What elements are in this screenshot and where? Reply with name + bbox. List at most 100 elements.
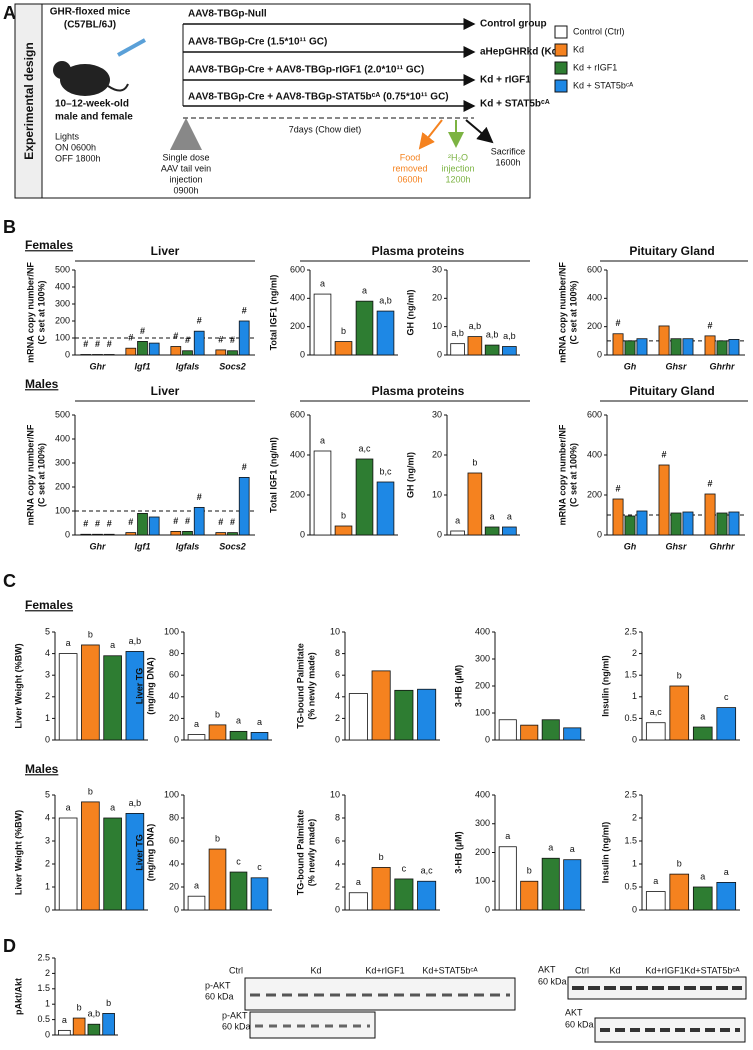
bar	[170, 346, 182, 356]
y-axis-label: GH (ng/ml)	[405, 452, 415, 498]
bar	[670, 512, 682, 536]
design-panel: Experimental design GHR-floxed mice (C57…	[14, 3, 561, 199]
bar	[58, 653, 78, 741]
y-tick-label: 60	[169, 835, 179, 845]
side-label: Experimental design	[22, 42, 36, 159]
bar	[187, 895, 206, 911]
bar	[137, 513, 148, 536]
bar	[215, 349, 227, 356]
annotation: b	[472, 457, 477, 467]
mouse-icon	[53, 61, 71, 79]
y-tick-label: 0	[335, 734, 340, 744]
y-tick-label: 0	[45, 1029, 50, 1039]
bar	[376, 481, 395, 536]
y-tick-label: 6	[335, 835, 340, 845]
x-tick-label: Igfals	[176, 361, 200, 371]
bar	[371, 867, 391, 911]
y-tick-label: 4	[335, 858, 340, 868]
y-tick-label: 300	[475, 653, 490, 663]
x-tick-label: Igfals	[176, 541, 200, 551]
y-tick-label: 100	[475, 876, 490, 886]
y-tick-label: 2.5	[37, 952, 50, 962]
annotation: a	[320, 278, 325, 288]
annotation: b,c	[379, 466, 392, 476]
annotation: a,b	[379, 295, 392, 305]
y-axis-label: Insulin (ng/ml)	[600, 822, 610, 884]
annotation: #	[83, 339, 88, 349]
y-tick-label: 1.5	[624, 670, 637, 680]
annotation: b	[527, 866, 532, 876]
y-tick-label: 2	[335, 881, 340, 891]
annotation: b	[677, 670, 682, 680]
blot-label: AKT	[538, 964, 556, 974]
bar	[58, 817, 78, 911]
food-label: Food	[400, 152, 421, 162]
annotation: #	[95, 519, 100, 529]
group-header: Plasma proteins	[372, 384, 465, 398]
annotation: #	[173, 516, 178, 526]
annotation: #	[242, 305, 247, 315]
annotation: c	[402, 863, 407, 873]
y-tick-label: 0.5	[624, 713, 637, 723]
y-tick-label: 2	[45, 968, 50, 978]
y-axis-label: (C set at 100%)	[568, 443, 578, 507]
annotation: a	[194, 881, 199, 891]
y-axis-label: pAkt/Akt	[13, 978, 23, 1015]
y-tick-label: 10	[432, 489, 442, 499]
bar	[103, 354, 115, 356]
legend-label: Control (Ctrl)	[573, 26, 625, 36]
y-tick-label: 20	[432, 449, 442, 459]
y-tick-label: 1.5	[37, 983, 50, 993]
y-tick-label: 300	[55, 457, 70, 467]
annotation: a	[570, 844, 575, 854]
annotation: #	[218, 334, 223, 344]
y-axis-label: mRNA copy number/NF	[557, 262, 567, 363]
y-axis-label: TG-bound Palmitate	[295, 810, 305, 896]
x-tick-label: Igf1	[134, 361, 150, 371]
outcome: Control group	[480, 19, 547, 30]
mouse-icon	[107, 83, 129, 92]
bar	[417, 688, 437, 741]
treatment: AAV8-TBGp-Null	[188, 9, 267, 20]
annotation: #	[128, 517, 133, 527]
lights-label: OFF 1800h	[55, 153, 101, 163]
annotation: a	[362, 286, 367, 296]
row-label: Females	[25, 238, 73, 252]
bar	[187, 734, 206, 741]
y-tick-label: 0	[437, 349, 442, 359]
bar	[692, 886, 713, 911]
annotation: b	[677, 858, 682, 868]
y-tick-label: 4	[45, 812, 50, 822]
bar	[334, 341, 353, 356]
annotation: a,b	[469, 321, 482, 331]
bar	[658, 464, 670, 536]
y-tick-label: 3	[45, 835, 50, 845]
y-tick-label: 200	[587, 321, 602, 331]
legend-label: Kd + rIGF1	[573, 62, 617, 72]
annotation: a,c	[358, 443, 371, 453]
bar	[137, 340, 148, 356]
y-tick-label: 4	[45, 648, 50, 658]
y-tick-label: 20	[169, 713, 179, 723]
y-tick-label: 80	[169, 648, 179, 658]
y-tick-label: 400	[55, 433, 70, 443]
y-tick-label: 0	[300, 349, 305, 359]
arrow	[418, 119, 443, 150]
annotation: a,b	[503, 331, 516, 341]
annotation: a,c	[650, 707, 663, 717]
annotation: #	[197, 492, 202, 502]
y-tick-label: 300	[475, 818, 490, 828]
blot-label: p-AKT	[222, 1010, 248, 1020]
y-axis-label: mRNA copy number/NF	[25, 424, 35, 525]
outcome: aHepGHRkd (Kd)	[480, 47, 561, 58]
annotation: a	[62, 1015, 67, 1025]
bar	[92, 533, 103, 536]
bar	[467, 472, 483, 536]
y-tick-label: 0	[174, 734, 179, 744]
y-tick-label: 30	[432, 264, 442, 274]
y-tick-label: 0	[437, 529, 442, 539]
y-tick-label: 0.5	[624, 881, 637, 891]
annotation: #	[107, 339, 112, 349]
group-header: Pituitary Gland	[629, 244, 714, 258]
y-axis-label: 3-HB (µM)	[453, 665, 463, 707]
